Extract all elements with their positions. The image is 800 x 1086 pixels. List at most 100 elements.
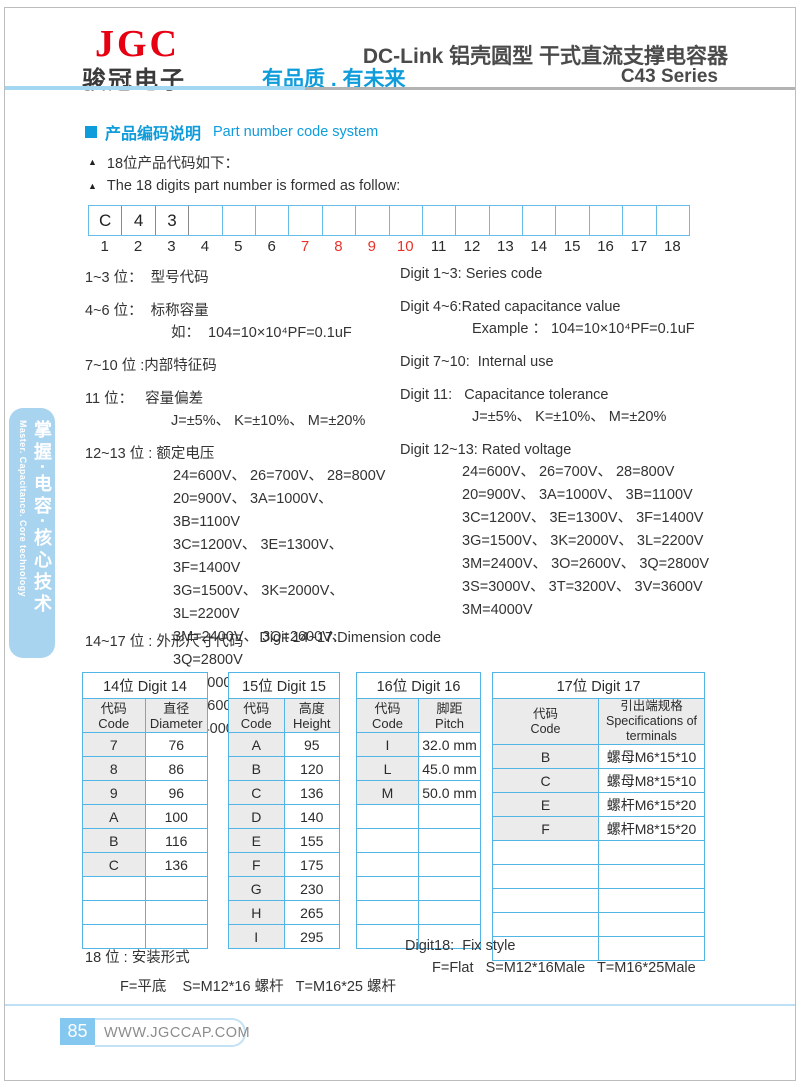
digit-index: 9 [367, 238, 376, 255]
table-row: 8 86 [82, 756, 208, 781]
part-number-cell [356, 206, 390, 235]
table-row [492, 936, 705, 961]
code-cell: C [82, 852, 146, 877]
part-number-cell [256, 206, 290, 235]
value-cell [418, 804, 481, 829]
part-number-cell [390, 206, 423, 235]
value-cell: 45.0 mm [418, 756, 481, 781]
digit-definition-line: Digit 1~3: Series code [400, 266, 543, 282]
value-cell: 76 [144, 732, 208, 757]
sidebar-slogan-tab: 掌握·电容·核心技术 Master. Capacitance. Core tec… [9, 408, 55, 658]
table-row: C 136 [228, 780, 340, 805]
column-header: 高度 Height [283, 698, 340, 733]
voltage-code-line: 24=600V、 26=700V、 28=800V [173, 468, 386, 484]
digit18-label-en: Digit18: Fix style [405, 938, 516, 954]
code-cell: 9 [82, 780, 146, 805]
value-cell [144, 900, 208, 925]
header-rule-gray [305, 87, 795, 90]
value-cell: 螺杆M6*15*20 [598, 792, 705, 817]
digit-index: 6 [267, 238, 276, 255]
value-cell: 136 [144, 852, 208, 877]
value-cell: 螺母M6*15*10 [598, 744, 705, 769]
voltage-code-line: 3M=2400V、 3O=2600V、 3Q=2800V [173, 629, 351, 668]
digit18-label-cn: 18 位 : 安装形式 [85, 950, 190, 966]
table-title: 17位 Digit 17 [492, 672, 705, 699]
code-cell [356, 900, 419, 925]
table-row: L 45.0 mm [356, 756, 481, 781]
column-header: 引出端规格 Specifications of terminals [598, 698, 705, 745]
part-number-cell: 3 [156, 206, 190, 235]
table-row [492, 912, 705, 937]
table-row [356, 828, 481, 853]
table-row: E 螺杆M6*15*20 [492, 792, 705, 817]
digit-index: 13 [497, 238, 514, 255]
value-cell: 螺杆M8*15*20 [598, 816, 705, 841]
digit-definition: 4~6 位： 标称容量 如： 104=10×10⁴PF=0.1uF [85, 301, 390, 344]
digit-definition-line: Digit 4~6:Rated capacitance value [400, 299, 621, 315]
digit-14-table: 14位 Digit 14 代码 Code 直径 Diameter 7 76 8 86 9 96 A 10… [82, 672, 208, 949]
digit-index: 3 [167, 238, 176, 255]
digit18-detail-cn: F=平底 S=M12*16 螺杆 T=M16*25 螺杆 [120, 979, 397, 995]
value-cell: 295 [283, 924, 340, 949]
table-title: 15位 Digit 15 [228, 672, 340, 699]
digit-definitions-en: Digit 1~3: Series code Digit 4~6:Rated ca… [400, 264, 750, 634]
triangle-bullet-icon: ▲ [88, 180, 97, 191]
value-cell [418, 828, 481, 853]
table-row [356, 852, 481, 877]
table-row [492, 864, 705, 889]
voltage-code-line: 3M=2400V、 3O=2600V、 3Q=2800V [462, 556, 710, 572]
value-cell: 螺母M8*15*10 [598, 768, 705, 793]
voltage-code-line: 24=600V、 26=700V、 28=800V [462, 464, 675, 480]
table-row: E 155 [228, 828, 340, 853]
code-cell: G [228, 876, 285, 901]
company-slogan: 有品质 . 有未来 [262, 68, 406, 91]
value-cell: 95 [283, 732, 340, 757]
digit-index: 15 [563, 238, 581, 255]
note-en-text: The 18 digits part number is formed as f… [106, 178, 401, 194]
digit-definition: Digit 11: Capacitance tolerance J=±5%、 K=… [400, 385, 750, 428]
value-cell: 140 [283, 804, 340, 829]
code-cell [492, 864, 599, 889]
digit-index: 2 [133, 238, 143, 255]
code-cell: B [228, 756, 285, 781]
value-cell: 120 [283, 756, 340, 781]
table-row: 9 96 [82, 780, 208, 805]
digit-definition: 1~3 位： 型号代码 [85, 268, 390, 289]
code-cell: C [492, 768, 599, 793]
table-row: A 100 [82, 804, 208, 829]
digit-definition-line: 4~6 位： 标称容量 [85, 303, 209, 319]
voltage-code-line: 20=900V、 3A=1000V、 3B=1100V [173, 491, 337, 530]
note-cn-text: 18位产品代码如下： [106, 156, 240, 172]
section-heading: 产品编码说明 Part number code system [85, 120, 378, 144]
digit-index: 11 [430, 238, 447, 255]
table-row [356, 876, 481, 901]
table-row: I 295 [228, 924, 340, 949]
digit-definition: 11 位： 容量偏差 J=±5%、 K=±10%、 M=±20% [85, 389, 390, 432]
digit-definition-sub: J=±5%、 K=±10%、 M=±20% [472, 409, 667, 425]
header-rule-blue [5, 86, 305, 90]
value-cell [418, 900, 481, 925]
table-row: D 140 [228, 804, 340, 829]
code-cell [356, 804, 419, 829]
code-cell: F [228, 852, 285, 877]
table-row [82, 900, 208, 925]
digit-index: 5 [234, 238, 243, 255]
part-number-cell [189, 206, 223, 235]
footer-rule [5, 1004, 795, 1006]
value-cell: 116 [144, 828, 208, 853]
value-cell: 155 [283, 828, 340, 853]
digit-definition-line: 11 位： 容量偏差 [85, 391, 204, 407]
code-cell: B [492, 744, 599, 769]
digit-index: 10 [396, 238, 414, 255]
value-cell: 230 [283, 876, 340, 901]
code-cell [492, 936, 599, 961]
code-cell [492, 888, 599, 913]
sidebar-slogan-cn: 掌握·电容·核心技术 [32, 420, 52, 616]
code-cell: H [228, 900, 285, 925]
code-cell: D [228, 804, 285, 829]
value-cell [598, 840, 705, 865]
code-cell: I [356, 732, 419, 757]
code-cell: 7 [82, 732, 146, 757]
